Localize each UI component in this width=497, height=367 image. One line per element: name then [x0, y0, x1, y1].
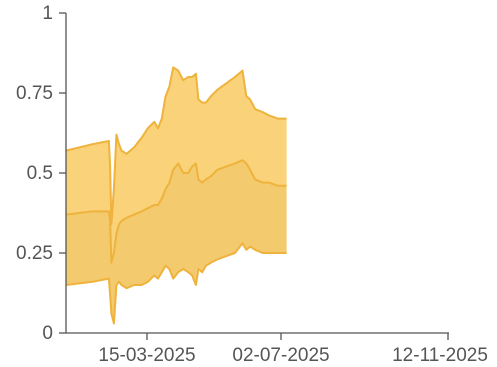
series-3-line	[65, 242, 287, 325]
y-tick-label: 0.75	[16, 83, 53, 104]
series-2-line	[65, 159, 287, 264]
inner-band-area	[66, 160, 287, 324]
axes-group: 0 0.25 0.5 0.75 1 15-03-2025 02-07-2025 …	[16, 3, 488, 366]
y-tick-label: 0	[42, 323, 53, 344]
y-tick-label: 0.5	[27, 163, 53, 184]
x-tick-label: 12-11-2025	[392, 345, 488, 366]
y-tick-label: 0.25	[16, 243, 53, 264]
x-tick-label: 15-03-2025	[98, 345, 195, 366]
x-tick-label: 02-07-2025	[232, 345, 329, 366]
series-1-line	[65, 66, 287, 226]
bands-group	[65, 66, 287, 325]
y-tick-label: 1	[42, 3, 53, 24]
